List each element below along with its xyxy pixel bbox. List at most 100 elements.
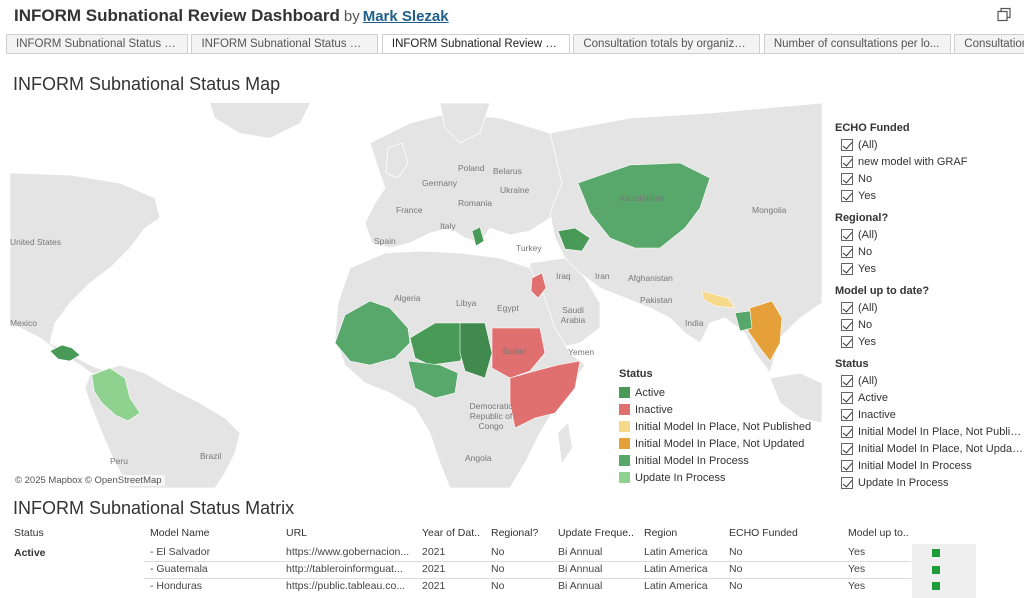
filter-option[interactable]: No [836, 243, 1024, 260]
legend-item-not-published[interactable]: Initial Model In Place, Not Published [619, 418, 819, 435]
table-row[interactable]: - Guatemala http://tableroinformguat... … [10, 561, 980, 578]
indicator-column [912, 544, 976, 598]
colombia-update-in-process[interactable] [91, 367, 141, 422]
sudan-inactive[interactable] [491, 327, 546, 379]
map-label-iraq: Iraq [556, 271, 571, 281]
column-header-regional[interactable]: Regional? [491, 527, 539, 539]
cell-year: 2021 [422, 580, 446, 592]
cell-echo: No [729, 546, 743, 558]
copy-icon[interactable] [996, 7, 1012, 23]
checkbox[interactable] [841, 245, 853, 258]
column-header-year[interactable]: Year of Dat.. [422, 527, 480, 539]
caucasus-active[interactable] [557, 227, 591, 252]
legend-item-update-in-process[interactable]: Update In Process [619, 469, 819, 486]
author-link[interactable]: Mark Slezak [362, 8, 449, 25]
uk-land [385, 142, 409, 179]
legend-item-in-process[interactable]: Initial Model In Process [619, 452, 819, 469]
map-attribution[interactable]: © 2025 Mapbox © OpenStreetMap [12, 475, 165, 486]
checkbox[interactable] [841, 301, 853, 314]
balkans-active[interactable] [471, 226, 485, 247]
filter-option[interactable]: Initial Model In Place, Not Publis... [836, 423, 1024, 440]
filter-option[interactable]: (All) [836, 299, 1024, 316]
legend-item-inactive[interactable]: Inactive [619, 401, 819, 418]
bangladesh-in-process[interactable] [734, 310, 753, 332]
map-label-angola: Angola [465, 453, 492, 463]
checkbox[interactable] [841, 138, 853, 151]
jordan-inactive[interactable] [530, 272, 547, 299]
filter-option[interactable]: (All) [836, 226, 1024, 243]
myanmar-not-updated[interactable] [747, 300, 783, 362]
filter-option[interactable]: Yes [836, 260, 1024, 277]
column-header-url[interactable]: URL [286, 527, 308, 539]
column-header-model-up-to-date[interactable]: Model up to.. [848, 527, 909, 539]
map-label-italy: Italy [440, 221, 456, 231]
cell-echo: No [729, 563, 743, 575]
tab-consultations-per-location[interactable]: Number of consultations per lo... [763, 34, 951, 53]
filter-option[interactable]: new model with GRAF [836, 153, 1024, 170]
column-header-region[interactable]: Region [644, 527, 678, 539]
column-header-model-name[interactable]: Model Name [150, 527, 210, 539]
sahel-west-in-process[interactable] [334, 300, 411, 366]
column-header-update-frequency[interactable]: Update Freque.. [558, 527, 634, 539]
checkbox[interactable] [841, 228, 853, 241]
legend-label: Active [635, 386, 665, 399]
checkbox[interactable] [841, 459, 853, 472]
map-canvas [10, 103, 822, 488]
filter-title: Model up to date? [835, 285, 930, 297]
tab-status-matrix[interactable]: INFORM Subnational Status Ma... [191, 34, 379, 53]
column-header-echo-funded[interactable]: ECHO Funded [729, 527, 798, 539]
row-divider [144, 561, 911, 562]
filter-option[interactable]: Yes [836, 187, 1024, 204]
checkbox[interactable] [841, 262, 853, 275]
filter-option[interactable]: Initial Model In Process [836, 457, 1024, 474]
cell-url[interactable]: http://tableroinformguat... [286, 563, 403, 575]
cell-url[interactable]: https://public.tableau.co... [286, 580, 406, 592]
checkbox[interactable] [841, 425, 853, 438]
filter-option[interactable]: Yes [836, 333, 1024, 350]
checkbox[interactable] [841, 189, 853, 202]
checkbox[interactable] [841, 335, 853, 348]
filter-option[interactable]: Inactive [836, 406, 1024, 423]
filter-option[interactable]: No [836, 170, 1024, 187]
legend-item-not-updated[interactable]: Initial Model In Place, Not Updated [619, 435, 819, 452]
checkbox[interactable] [841, 391, 853, 404]
map-label-belarus: Belarus [493, 166, 522, 176]
map-label-mongolia: Mongolia [752, 205, 787, 215]
cell-echo: No [729, 580, 743, 592]
map-label-france: France [396, 205, 423, 215]
cell-region: Latin America [644, 580, 708, 592]
status-map[interactable]: United States Mexico Brazil Peru Belarus… [10, 103, 822, 488]
tab-consultation-totals-org[interactable]: Consultation totals by organizat... [573, 34, 761, 53]
checkbox[interactable] [841, 318, 853, 331]
filter-option[interactable]: (All) [836, 136, 1024, 153]
filter-option[interactable]: (All) [836, 372, 1024, 389]
filter-option[interactable]: No [836, 316, 1024, 333]
filter-option[interactable]: Update In Process [836, 474, 1024, 491]
column-header-status[interactable]: Status [14, 527, 44, 539]
horn-africa-inactive[interactable] [509, 360, 581, 429]
legend-item-active[interactable]: Active [619, 384, 819, 401]
central-asia-in-process[interactable] [577, 162, 711, 249]
map-label-iran: Iran [595, 271, 610, 281]
checkbox[interactable] [841, 172, 853, 185]
tab-review-dashboard[interactable]: INFORM Subnational Review Da... [381, 34, 570, 53]
chad-active[interactable] [459, 322, 493, 379]
table-row[interactable]: - El Salvador https://www.gobernacion...… [10, 544, 980, 561]
cell-url[interactable]: https://www.gobernacion... [286, 546, 410, 558]
tab-status-map[interactable]: INFORM Subnational Status Map [6, 34, 188, 53]
checkbox[interactable] [841, 374, 853, 387]
nigeria-in-process[interactable] [407, 360, 459, 399]
checkbox[interactable] [841, 408, 853, 421]
filter-option[interactable]: Initial Model In Place, Not Updat... [836, 440, 1024, 457]
matrix-title: INFORM Subnational Status Matrix [13, 498, 295, 518]
cell-frequency: Bi Annual [558, 563, 603, 575]
nepal-not-published[interactable] [701, 290, 736, 309]
filter-option[interactable]: Active [836, 389, 1024, 406]
checkbox[interactable] [841, 442, 853, 455]
central-america-active[interactable] [49, 344, 81, 362]
map-label-libya: Libya [456, 298, 477, 308]
table-row[interactable]: - Honduras https://public.tableau.co... … [10, 578, 980, 595]
checkbox[interactable] [841, 155, 853, 168]
checkbox[interactable] [841, 476, 853, 489]
tab-consultation-totals[interactable]: Consultation totals [954, 34, 1024, 53]
